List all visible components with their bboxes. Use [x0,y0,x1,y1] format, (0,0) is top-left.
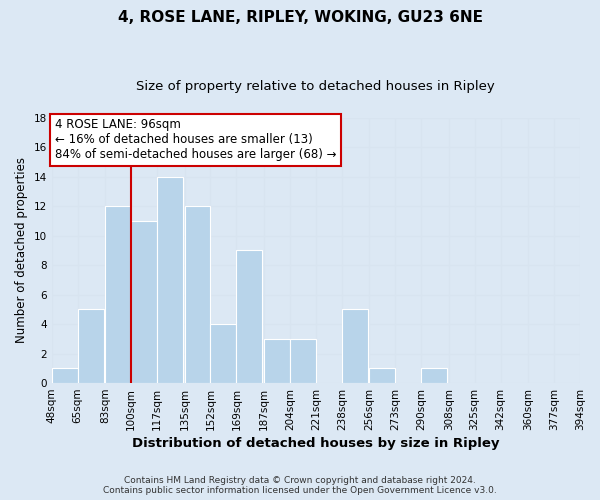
Bar [157,176,183,383]
Y-axis label: Number of detached properties: Number of detached properties [15,158,28,344]
Text: Contains HM Land Registry data © Crown copyright and database right 2024.
Contai: Contains HM Land Registry data © Crown c… [103,476,497,495]
Bar [342,310,368,383]
Bar [290,339,316,383]
Bar [211,324,236,383]
Text: 4, ROSE LANE, RIPLEY, WOKING, GU23 6NE: 4, ROSE LANE, RIPLEY, WOKING, GU23 6NE [118,10,482,25]
Bar [264,339,290,383]
Bar [236,250,262,383]
Bar [52,368,77,383]
Bar [105,206,131,383]
Bar [185,206,211,383]
Bar [421,368,447,383]
X-axis label: Distribution of detached houses by size in Ripley: Distribution of detached houses by size … [132,437,500,450]
Title: Size of property relative to detached houses in Ripley: Size of property relative to detached ho… [136,80,495,93]
Bar [131,221,157,383]
Bar [77,310,104,383]
Bar [369,368,395,383]
Text: 4 ROSE LANE: 96sqm
← 16% of detached houses are smaller (13)
84% of semi-detache: 4 ROSE LANE: 96sqm ← 16% of detached hou… [55,118,336,162]
